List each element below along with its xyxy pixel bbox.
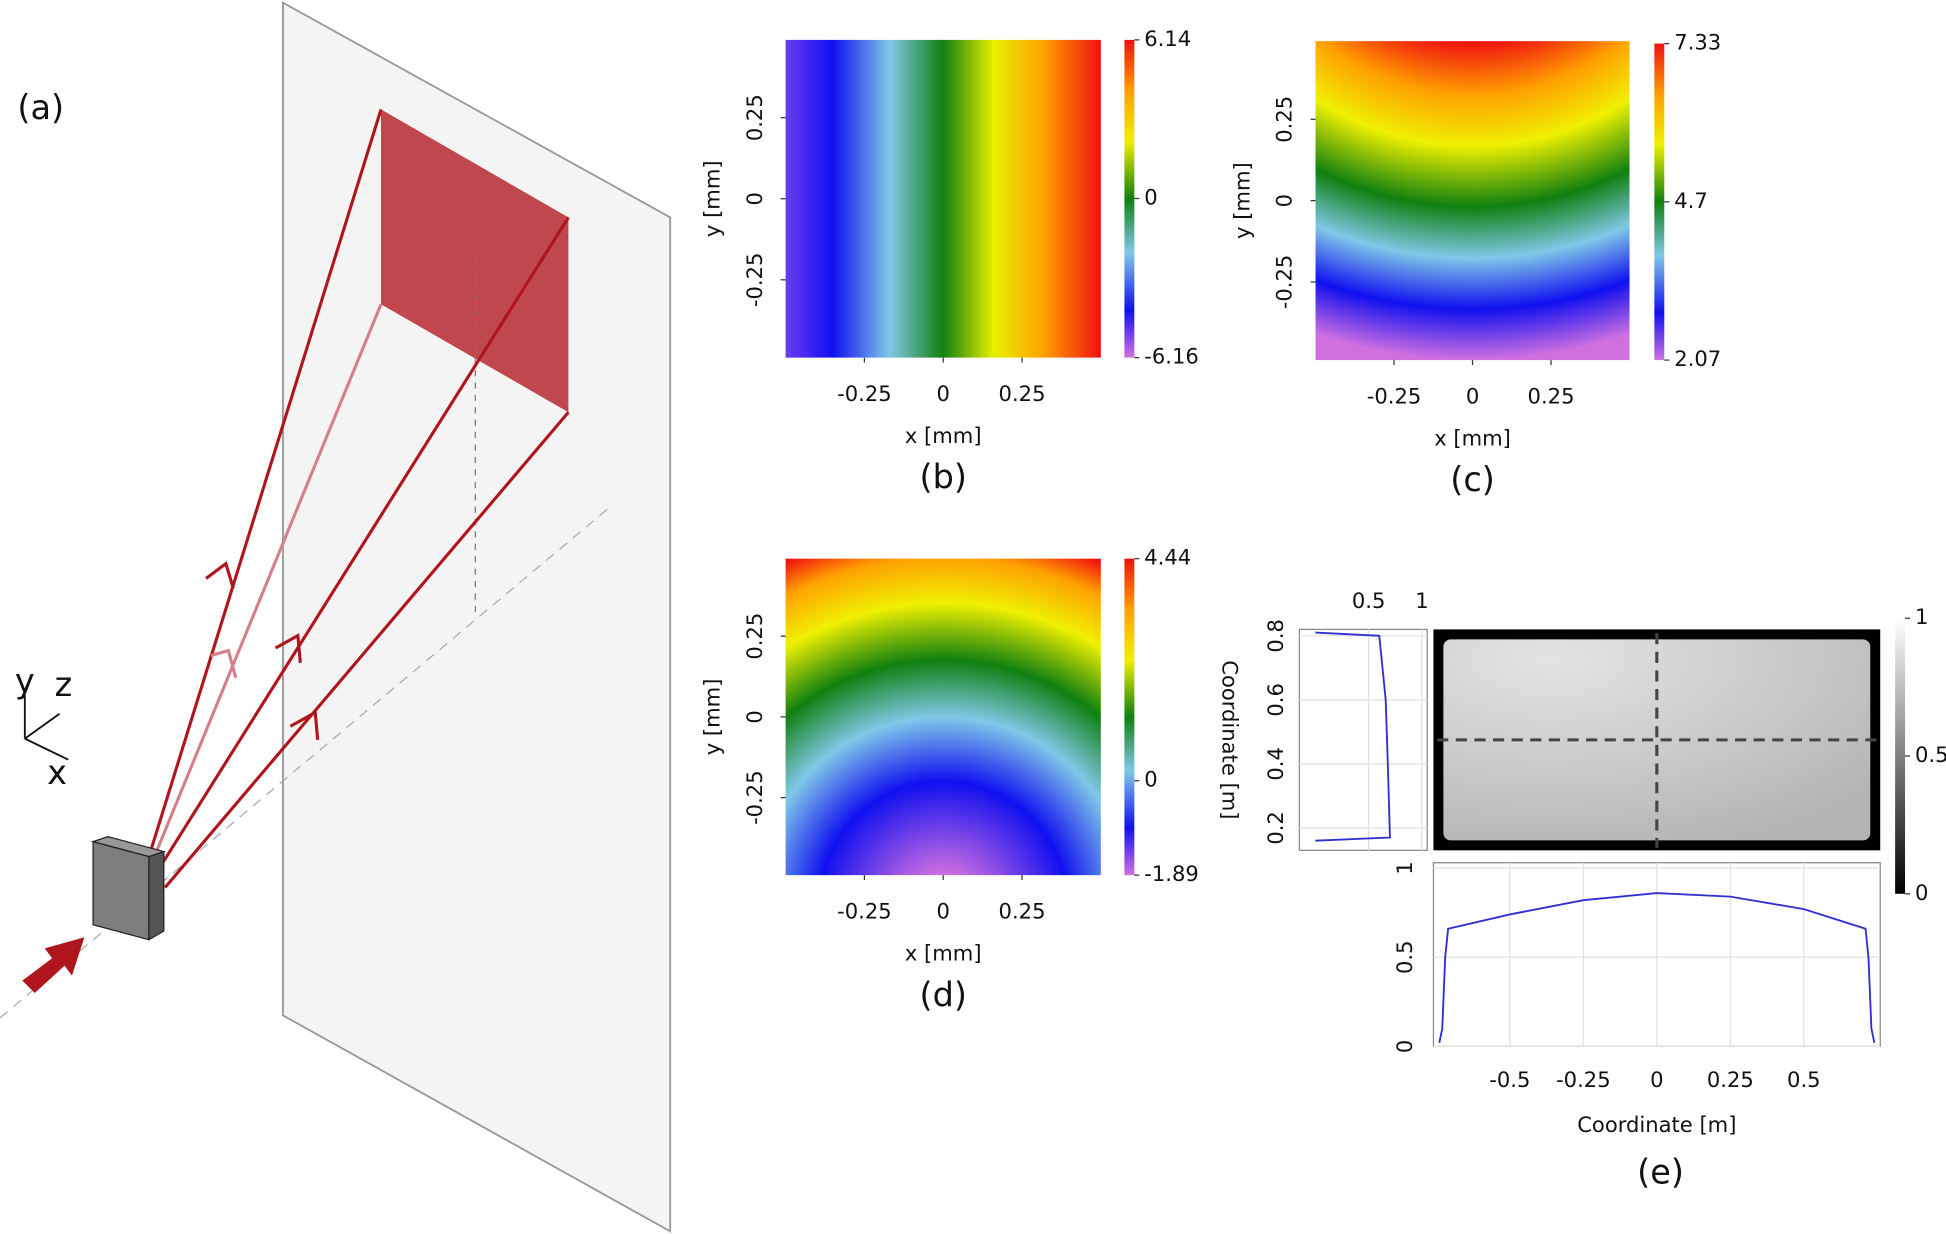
colorbar-tick-label: 0: [1144, 185, 1157, 210]
panel-label: (e): [1637, 1153, 1684, 1192]
y-tick-label: 0: [742, 192, 767, 205]
x-axis-title: x [mm]: [905, 941, 982, 966]
x-tick-label: 0: [937, 381, 950, 406]
y-tick-label: -0.25: [742, 770, 767, 825]
x-tick-label: -0.25: [837, 381, 892, 406]
x-tick-label: 0: [937, 898, 950, 923]
axis-z: z: [55, 665, 73, 704]
y-tick-label: 0.6: [1263, 683, 1288, 717]
element-side: [148, 850, 165, 941]
y-tick-label: 0: [1392, 1040, 1417, 1053]
y-tick-label: 0: [1272, 194, 1297, 207]
colorbar-tick-label: 7.33: [1674, 30, 1721, 55]
x-tick-label: 1: [1415, 588, 1428, 613]
x-tick-label: 0.25: [1528, 383, 1575, 408]
x-axis-title: Coordinate [m]: [1577, 1112, 1736, 1137]
profile-line: [1438, 892, 1876, 1044]
y-tick-label: 0.5: [1392, 940, 1417, 974]
y-axis-title: Coordinate [m]: [1218, 660, 1243, 819]
panel-label: (a): [17, 88, 64, 127]
heatmap: [785, 558, 1101, 876]
intensity-field: [1443, 639, 1871, 841]
colorbar-tick-label: 6.14: [1144, 26, 1191, 51]
colorbar-tick-label: 2.07: [1674, 346, 1721, 371]
x-axis-title: x [mm]: [1434, 426, 1511, 451]
panel-label: (b): [920, 458, 967, 497]
colorbar: [1654, 43, 1665, 361]
panel-label: (c): [1450, 460, 1495, 499]
x-tick-label: -0.25: [837, 898, 892, 923]
y-axis-title: y [mm]: [700, 160, 725, 237]
axis-y: y: [15, 661, 35, 700]
colorbar: [1124, 39, 1135, 358]
x-tick-label: 0: [1466, 383, 1479, 408]
heatmap: [1315, 41, 1630, 361]
colorbar-tick-label: 1: [1915, 604, 1928, 629]
colorbar-tick-label: 4.44: [1144, 545, 1191, 570]
y-tick-label: -0.25: [1272, 255, 1297, 310]
y-tick-label: 0.4: [1263, 747, 1288, 781]
y-tick-label: 1: [1392, 861, 1417, 874]
y-tick-label: 0.8: [1263, 619, 1288, 653]
input-arrow: [22, 937, 85, 994]
heatmap: [785, 39, 1101, 358]
y-tick-label: 0.25: [1272, 96, 1297, 143]
profile-line: [1315, 631, 1391, 842]
x-tick-label: 0.25: [1707, 1067, 1754, 1092]
x-tick-label: -0.25: [1556, 1067, 1611, 1092]
x-axis-title: x [mm]: [905, 423, 982, 448]
axis-x: x: [47, 753, 67, 792]
y-axis-title: y [mm]: [700, 679, 725, 756]
plot-frame: [1298, 628, 1428, 851]
setup-diagram: y z x (a): [0, 1, 672, 1233]
y-tick-label: 0.25: [742, 94, 767, 141]
colorbar: [1895, 618, 1906, 894]
y-tick-label: 0.25: [742, 613, 767, 660]
x-tick-label: 0: [1650, 1067, 1663, 1092]
optical-axis: [0, 506, 612, 1019]
x-tick-label: 0.5: [1787, 1067, 1821, 1092]
x-tick-label: -0.25: [1367, 383, 1422, 408]
rays: [147, 108, 570, 889]
y-tick-label: 0: [742, 710, 767, 723]
element-top: [90, 836, 166, 858]
colorbar-tick-label: -6.16: [1144, 344, 1199, 369]
colorbar-tick-label: 4.7: [1674, 188, 1708, 213]
element: [92, 840, 150, 941]
colorbar-tick-label: 0: [1915, 880, 1928, 905]
x-tick-label: -0.5: [1489, 1067, 1530, 1092]
y-tick-label: -0.25: [742, 253, 767, 308]
colorbar-tick-label: 0: [1144, 767, 1157, 792]
y-axis-title: y [mm]: [1230, 162, 1255, 239]
colorbar: [1124, 558, 1135, 876]
x-tick-label: 0.25: [999, 381, 1046, 406]
x-tick-label: 0.25: [999, 898, 1046, 923]
colorbar-tick-label: 0.5: [1915, 742, 1946, 767]
colorbar-tick-label: -1.89: [1144, 861, 1199, 886]
y-tick-label: 0.2: [1263, 811, 1288, 845]
axis-glyph: [23, 695, 69, 761]
panel-label: (d): [920, 975, 967, 1014]
x-tick-label: 0.5: [1352, 588, 1386, 613]
